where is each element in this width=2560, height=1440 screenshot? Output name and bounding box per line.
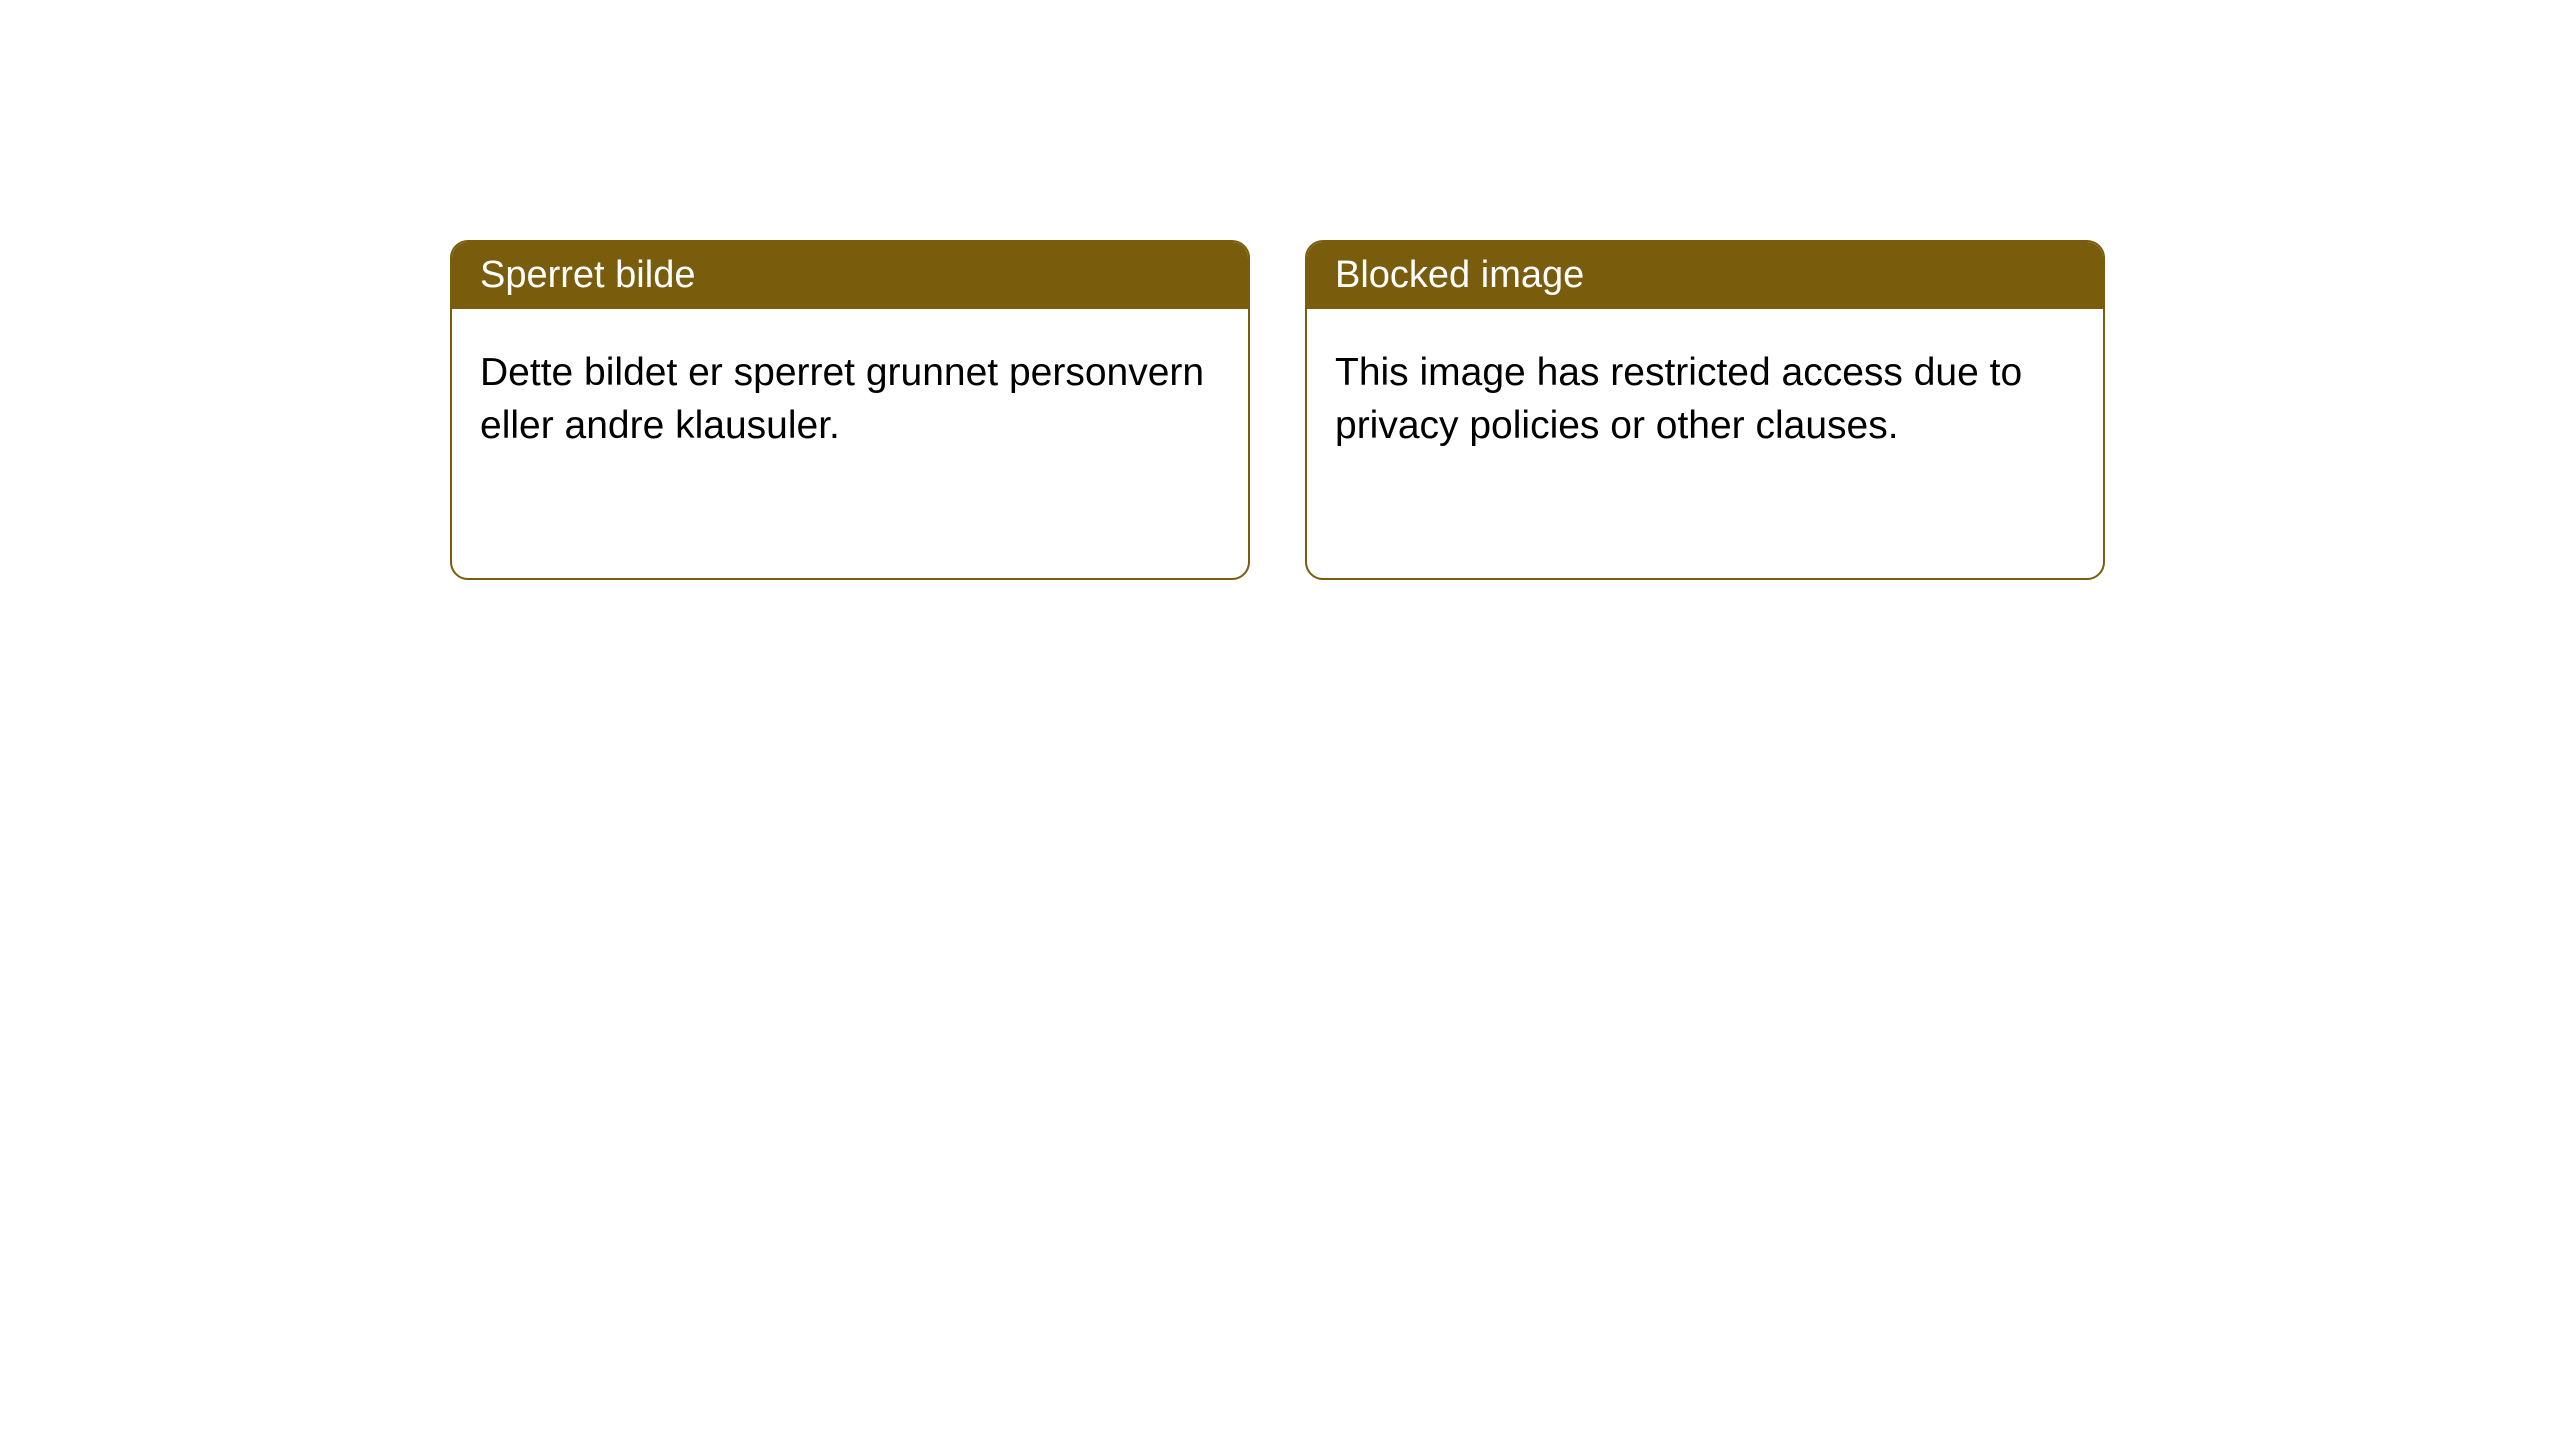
notice-card-norwegian: Sperret bilde Dette bildet er sperret gr… (450, 240, 1250, 580)
notice-header-norwegian: Sperret bilde (452, 242, 1248, 309)
notice-body-norwegian: Dette bildet er sperret grunnet personve… (452, 309, 1248, 490)
notice-container: Sperret bilde Dette bildet er sperret gr… (450, 240, 2560, 580)
notice-header-english: Blocked image (1307, 242, 2103, 309)
notice-card-english: Blocked image This image has restricted … (1305, 240, 2105, 580)
notice-body-english: This image has restricted access due to … (1307, 309, 2103, 490)
